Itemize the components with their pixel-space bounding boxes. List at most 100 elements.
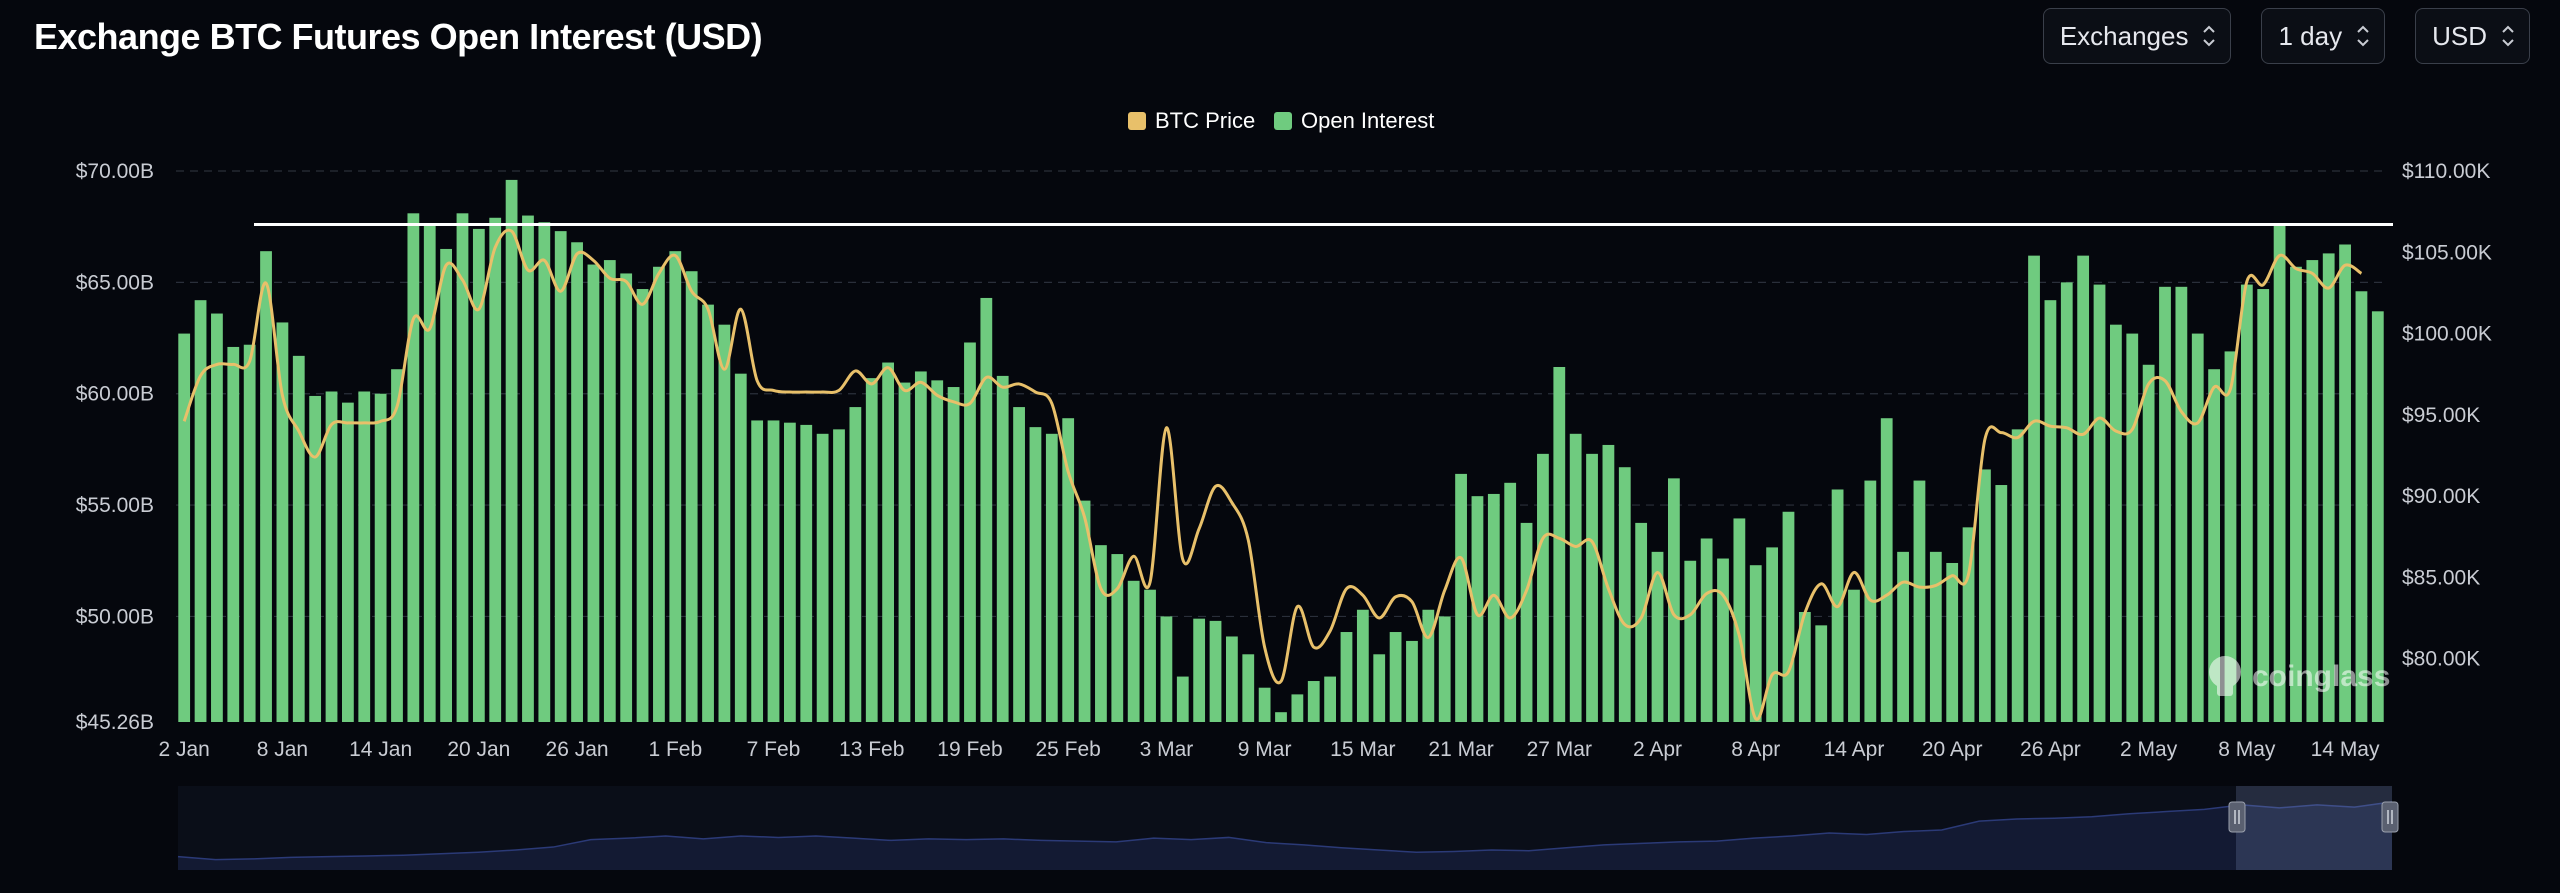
legend-swatch-btc-price xyxy=(1128,112,1146,130)
open-interest-bar xyxy=(1013,407,1025,722)
open-interest-bar xyxy=(1946,562,1959,722)
open-interest-bar xyxy=(2322,253,2335,722)
open-interest-bar xyxy=(2339,244,2351,722)
open-interest-bar xyxy=(1389,632,1402,722)
open-interest-bar xyxy=(2044,300,2057,722)
open-interest-bar xyxy=(1176,676,1189,722)
open-interest-bar xyxy=(456,213,469,722)
open-interest-bar xyxy=(653,266,665,722)
open-interest-bar xyxy=(2371,311,2384,722)
open-interest-bar xyxy=(587,264,600,722)
open-interest-bar xyxy=(1095,545,1107,722)
open-interest-bar xyxy=(718,324,731,722)
exchanges-select[interactable]: Exchanges xyxy=(2042,8,2232,64)
open-interest-bar xyxy=(1406,640,1418,722)
x-axis-tick: 13 Feb xyxy=(839,738,904,761)
left-axis-tick: $60.00B xyxy=(76,383,154,406)
navigator-selection[interactable] xyxy=(2236,786,2392,870)
open-interest-bar xyxy=(898,382,911,722)
range-navigator[interactable] xyxy=(177,786,2399,870)
open-interest-bar xyxy=(227,346,240,722)
left-axis-tick: $55.00B xyxy=(76,494,154,517)
open-interest-bar xyxy=(2060,282,2073,722)
open-interest-bar xyxy=(1340,632,1353,722)
open-interest-bar xyxy=(505,179,518,723)
open-interest-bar xyxy=(702,304,714,722)
left-axis-tick: $45.26B xyxy=(76,711,154,734)
open-interest-bar xyxy=(309,395,322,722)
open-interest-bar xyxy=(423,224,436,722)
open-interest-bar xyxy=(2290,266,2302,722)
open-interest-bar xyxy=(1995,485,2008,722)
open-interest-bar xyxy=(620,273,633,722)
open-interest-bar xyxy=(1880,418,1893,722)
open-interest-bar xyxy=(1324,676,1337,722)
open-interest-bar xyxy=(1438,616,1451,722)
open-interest-bar xyxy=(996,375,1009,722)
open-interest-bar xyxy=(603,260,616,722)
open-interest-bar xyxy=(1684,560,1697,722)
open-interest-bar xyxy=(931,380,944,722)
open-interest-bar xyxy=(2142,364,2155,722)
right-axis-tick: $90.00K xyxy=(2402,485,2480,508)
x-axis-tick: 9 Mar xyxy=(1238,738,1292,761)
chevron-up-down-icon xyxy=(2356,23,2370,49)
open-interest-bar xyxy=(1766,547,1779,722)
legend: BTC Price Open Interest xyxy=(1128,108,1434,133)
right-y-axis: $110.00K $105.00K $100.00K $95.00K $90.00K $8… xyxy=(2402,160,2492,671)
x-axis-tick: 26 Apr xyxy=(2020,738,2081,761)
legend-item-open-interest[interactable]: Open Interest xyxy=(1274,108,1434,133)
open-interest-bar xyxy=(243,344,256,722)
open-interest-bar xyxy=(211,313,223,722)
navigator-line xyxy=(177,801,2393,861)
open-interest-bar xyxy=(2126,333,2139,722)
open-interest-bar xyxy=(522,215,534,722)
open-interest-bar xyxy=(2011,429,2024,722)
open-interest-bar xyxy=(1373,654,1386,722)
open-interest-bar xyxy=(2109,324,2122,722)
open-interest-bar xyxy=(2306,260,2319,722)
open-interest-bar xyxy=(1225,636,1238,722)
x-axis-tick: 2 Jan xyxy=(158,738,209,761)
open-interest-bar xyxy=(636,289,649,722)
open-interest-bar xyxy=(374,393,387,722)
x-axis-tick: 2 May xyxy=(2120,738,2178,761)
open-interest-bar xyxy=(1045,433,1058,722)
x-axis-tick: 14 May xyxy=(2311,738,2380,761)
open-interest-bar xyxy=(1651,551,1664,722)
currency-select[interactable]: USD xyxy=(2415,8,2530,64)
open-interest-bar xyxy=(1078,500,1091,722)
legend-label-btc-price: BTC Price xyxy=(1155,108,1255,133)
right-axis-tick: $95.00K xyxy=(2402,404,2480,427)
open-interest-bar xyxy=(1209,620,1222,722)
interval-select[interactable]: 1 day xyxy=(2261,8,2386,64)
watermark: coinglass xyxy=(2209,656,2390,696)
open-interest-bar xyxy=(1782,511,1795,722)
legend-label-open-interest: Open Interest xyxy=(1301,108,1434,133)
open-interest-bar xyxy=(1144,589,1156,722)
open-interest-bar xyxy=(1029,427,1042,722)
open-interest-bar xyxy=(947,387,960,722)
open-interest-bar xyxy=(833,429,845,722)
open-interest-bar xyxy=(1537,453,1549,722)
open-interest-bar xyxy=(1929,551,1942,722)
legend-item-btc-price[interactable]: BTC Price xyxy=(1128,108,1255,133)
right-axis-tick: $110.00K xyxy=(2402,160,2490,183)
x-axis-tick: 1 Feb xyxy=(648,738,702,761)
pause-handle-icon xyxy=(2234,810,2240,824)
open-interest-bar xyxy=(260,251,272,722)
open-interest-bar xyxy=(1487,493,1500,722)
navigator-area xyxy=(178,801,2392,870)
open-interest-bar xyxy=(734,373,747,722)
open-interest-bar xyxy=(341,402,354,722)
navigator-handle-left[interactable] xyxy=(2228,801,2246,833)
chevron-up-down-icon xyxy=(2202,23,2216,49)
open-interest-bar xyxy=(1471,496,1484,722)
open-interest-bar xyxy=(980,297,993,722)
open-interest-bar xyxy=(849,407,862,722)
x-axis-tick: 27 Mar xyxy=(1527,738,1592,761)
open-interest-bar xyxy=(1275,712,1287,722)
open-interest-bar xyxy=(1127,580,1140,722)
navigator-handle-right[interactable] xyxy=(2381,801,2399,833)
open-interest-bar xyxy=(1815,625,1828,722)
